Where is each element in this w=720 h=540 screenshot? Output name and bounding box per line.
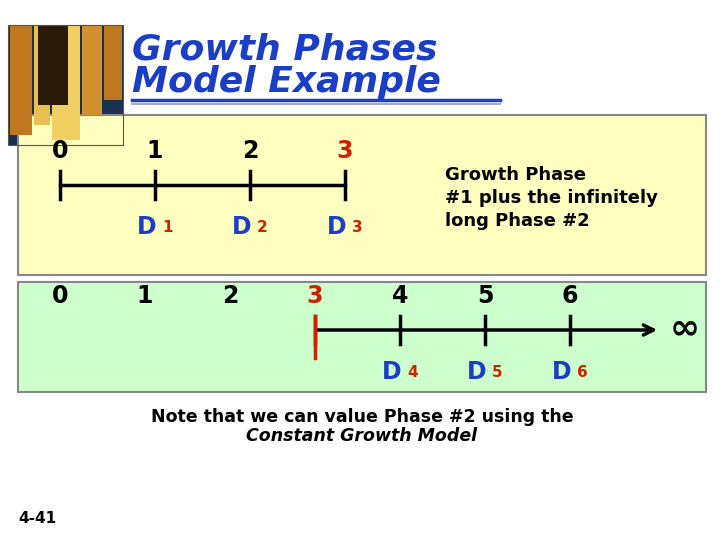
Text: D: D bbox=[382, 360, 402, 384]
Bar bbox=[82, 25, 102, 115]
Bar bbox=[34, 25, 50, 125]
Text: Model Example: Model Example bbox=[132, 65, 441, 99]
Text: #1 plus the infinitely: #1 plus the infinitely bbox=[445, 189, 658, 207]
Text: 4-41: 4-41 bbox=[18, 511, 56, 526]
Text: 2: 2 bbox=[222, 284, 238, 308]
Text: 2: 2 bbox=[257, 220, 268, 235]
Text: 3: 3 bbox=[307, 284, 323, 308]
Text: 1: 1 bbox=[147, 139, 163, 163]
Text: 1: 1 bbox=[162, 220, 173, 235]
Text: 4: 4 bbox=[392, 284, 408, 308]
Text: 4: 4 bbox=[407, 365, 418, 380]
Bar bbox=[104, 25, 122, 100]
Text: Note that we can value Phase #2 using the: Note that we can value Phase #2 using th… bbox=[150, 408, 573, 426]
Text: 0: 0 bbox=[52, 284, 68, 308]
Bar bbox=[8, 25, 123, 145]
Text: Growth Phases: Growth Phases bbox=[132, 33, 438, 67]
Text: 2: 2 bbox=[242, 139, 258, 163]
Text: Growth Phase: Growth Phase bbox=[445, 166, 586, 184]
Bar bbox=[10, 25, 32, 135]
Bar bbox=[38, 25, 68, 105]
Bar bbox=[52, 25, 80, 140]
Text: D: D bbox=[232, 215, 252, 239]
Text: D: D bbox=[327, 215, 347, 239]
Text: ∞: ∞ bbox=[670, 311, 700, 345]
Text: long Phase #2: long Phase #2 bbox=[445, 212, 590, 230]
Text: 6: 6 bbox=[577, 365, 588, 380]
Text: D: D bbox=[138, 215, 157, 239]
Text: 6: 6 bbox=[562, 284, 578, 308]
Text: 3: 3 bbox=[337, 139, 354, 163]
Text: 3: 3 bbox=[352, 220, 363, 235]
Text: 5: 5 bbox=[492, 365, 503, 380]
Text: 1: 1 bbox=[137, 284, 153, 308]
Bar bbox=[8, 25, 123, 145]
Bar bbox=[18, 282, 706, 392]
Text: 0: 0 bbox=[52, 139, 68, 163]
Text: Constant Growth Model: Constant Growth Model bbox=[246, 427, 477, 445]
Bar bbox=[18, 115, 706, 275]
Text: D: D bbox=[467, 360, 487, 384]
Text: 5: 5 bbox=[477, 284, 493, 308]
Text: D: D bbox=[552, 360, 572, 384]
